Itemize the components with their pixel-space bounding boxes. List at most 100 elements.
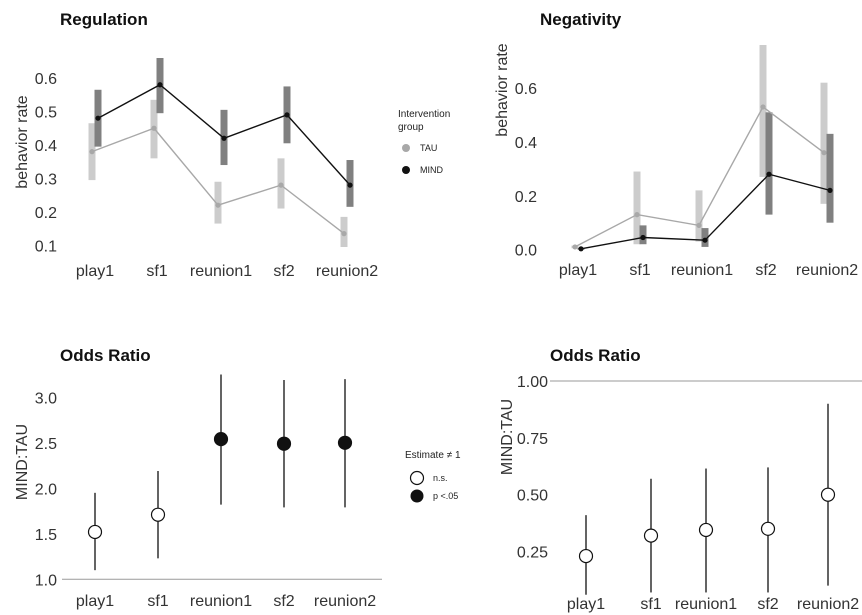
odds-left-estimate-point [337,435,353,450]
negativity-xtick-label: reunion2 [796,262,858,279]
odds-right-estimate-point [698,522,714,538]
odds-left-xtick-label: play1 [76,593,114,610]
regulation-mind-point [221,135,227,141]
odds-left-ytick-label: 3.0 [35,390,57,407]
estimate-legend-title: Estimate ≠ 1 [405,450,461,461]
negativity-ytick-label: 0.4 [515,135,537,152]
regulation-tau-point [215,202,221,208]
legend-tau-label: TAU [420,143,437,153]
legend-ns-label: n.s. [433,473,448,483]
regulation-chart: 0.1 0.2 0.3 0.4 0.5 0.6 play1 sf1 reunion1 sf2 reu… [35,58,378,280]
odds-right-xtick-label: sf1 [640,596,661,613]
legend-sig-label: p <.05 [433,491,458,501]
odds-left-estimate-point [87,524,103,540]
odds-ratio-left-title: Odds Ratio [60,346,151,365]
negativity-mind-point [702,237,708,243]
regulation-xtick-label: reunion2 [316,263,378,280]
odds-right-ytick-label: 0.25 [517,545,548,562]
odds-left-ytick-label: 1.0 [35,572,57,589]
negativity-mind-point [766,171,772,177]
negativity-tau-error-bar [633,171,641,245]
negativity-mind-error-bar [639,225,647,245]
odds-right-ytick-label: 0.75 [517,431,548,448]
odds-right-xtick-label: reunion2 [797,596,859,613]
odds-left-ytick-label: 1.5 [35,527,57,544]
legend-mind-swatch [402,166,410,174]
odds-right-xtick-label: reunion1 [675,596,737,613]
negativity-chart: 0.0 0.2 0.4 0.6 play1 sf1 reunion1 sf2 reunion2 [515,45,858,279]
regulation-ytick-label: 0.4 [35,138,57,155]
legend-sig-swatch [410,489,424,503]
odds-right-ytick-label: 0.50 [517,488,548,505]
odds-right-xtick-label: play1 [567,596,605,613]
regulation-mind-point [284,112,290,118]
regulation-mind-point [157,82,163,88]
negativity-mind-error-bar [765,112,773,215]
odds-right-estimate-point [820,487,836,502]
regulation-xtick-label: sf1 [146,263,167,280]
negativity-mind-error-bar [701,228,709,247]
regulation-ytick-label: 0.5 [35,105,57,122]
negativity-xtick-label: sf1 [629,262,650,279]
odds-right-estimate-point [578,548,594,564]
odds-left-ylabel: MIND:TAU [14,424,31,500]
group-legend-title-line1: Intervention [398,109,450,120]
regulation-xtick-label: play1 [76,263,114,280]
negativity-tau-error-bar [695,190,703,242]
regulation-ytick-label: 0.6 [35,71,57,88]
regulation-xtick-label: reunion1 [190,263,252,280]
negativity-tau-error-bar [820,82,828,204]
negativity-ytick-label: 0.0 [515,243,537,260]
regulation-mind-point [347,182,353,188]
regulation-ytick-label: 0.1 [35,238,57,255]
odds-left-xtick-label: sf2 [273,593,294,610]
odds-left-estimate-point [276,436,292,451]
regulation-ytick-label: 0.3 [35,171,57,188]
legend-tau-swatch [402,144,410,152]
regulation-tau-point [278,182,284,188]
odds-left-estimate-point [213,432,229,447]
odds-right-ylabel: MIND:TAU [499,399,516,475]
negativity-mind-point [640,234,646,241]
regulation-title: Regulation [60,10,148,29]
regulation-ytick-label: 0.2 [35,205,57,222]
legend-mind-label: MIND [420,165,443,175]
legend-ns-swatch [409,470,425,486]
odds-left-xtick-label: reunion1 [190,593,252,610]
negativity-ylabel: behavior rate [494,43,511,136]
regulation-xtick-label: sf2 [273,263,294,280]
negativity-tau-point [696,222,702,228]
odds-left-estimate-point [150,507,166,522]
negativity-mind-error-bar [826,133,834,223]
odds-right-xtick-label: sf2 [757,596,778,613]
negativity-tau-point [821,150,827,156]
odds-right-estimate-point [760,521,776,536]
negativity-ytick-label: 0.6 [515,81,537,98]
odds-left-xtick-label: sf1 [147,593,168,610]
regulation-mind-point [95,115,101,121]
estimate-legend: Estimate ≠ 1 n.s. p <.05 [405,450,461,503]
odds-ratio-left-chart: 1.0 1.5 2.0 2.5 3.0 play1 sf1 reunion1 sf2 reunio… [35,374,382,610]
odds-ratio-right-chart: 0.25 0.50 0.75 1.00 play1 sf1 reunion1 sf2 reuni… [517,374,862,613]
regulation-tau-point [89,149,95,155]
negativity-xtick-label: reunion1 [671,262,733,279]
negativity-mind-point [827,187,833,193]
negativity-title: Negativity [540,10,622,29]
negativity-ytick-label: 0.2 [515,189,537,206]
negativity-tau-point [634,212,640,218]
negativity-tau-error-bar [759,45,767,177]
group-legend: Intervention group TAU MIND [398,109,450,175]
odds-left-ytick-label: 2.0 [35,481,57,498]
regulation-tau-point [151,125,157,131]
negativity-xtick-label: sf2 [755,262,776,279]
odds-left-ytick-label: 2.5 [35,436,57,453]
negativity-tau-point [572,244,578,250]
negativity-xtick-label: play1 [559,262,597,279]
regulation-tau-point [341,231,347,237]
odds-left-xtick-label: reunion2 [314,593,376,610]
odds-right-ytick-label: 1.00 [517,374,548,391]
negativity-mind-point [578,246,584,252]
odds-right-estimate-point [643,528,659,543]
group-legend-title-line2: group [398,122,424,133]
